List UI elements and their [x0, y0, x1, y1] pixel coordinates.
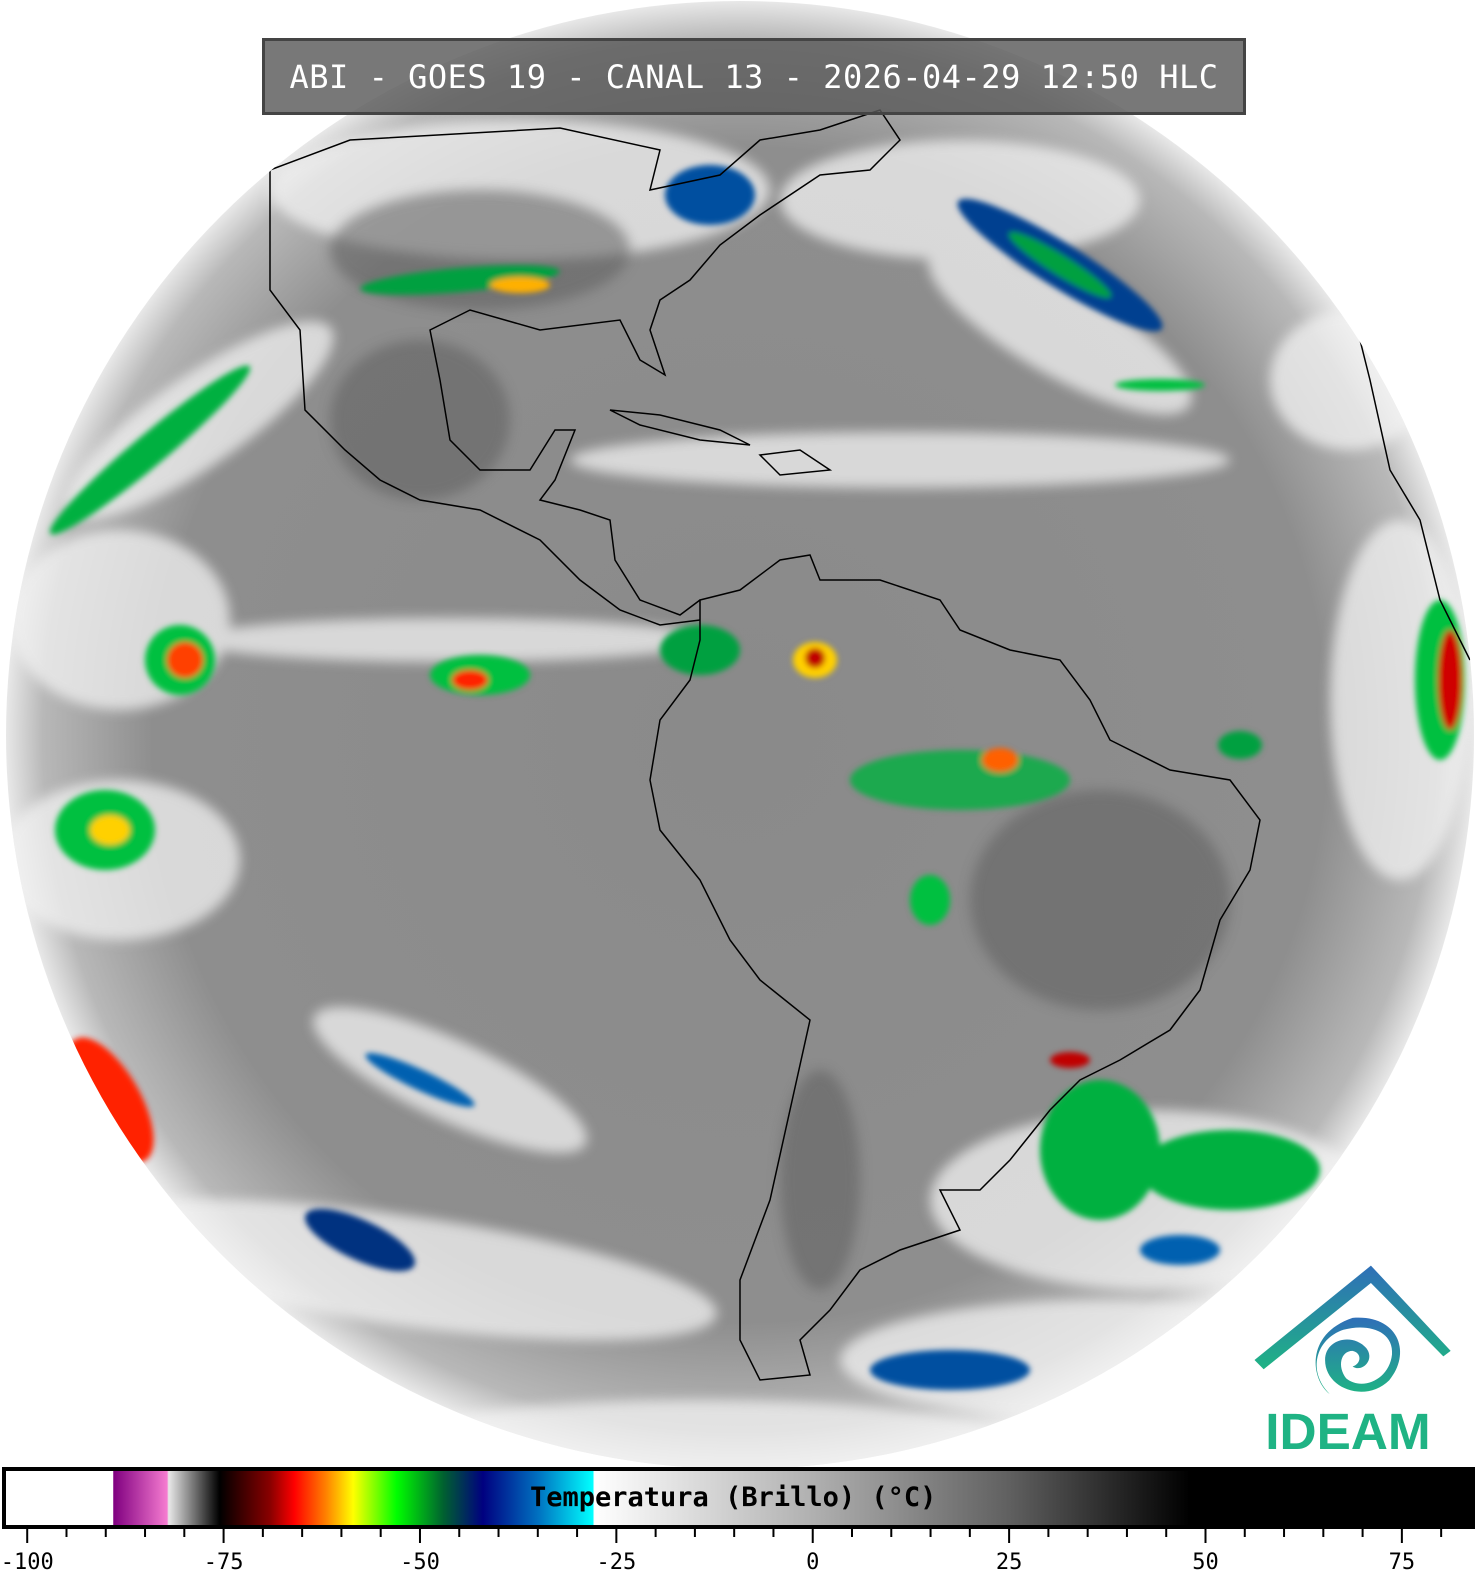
convective-cells	[49, 165, 1465, 1390]
coastlines	[269, 109, 1471, 1381]
ideam-logo: IDEAM	[1254, 1265, 1451, 1460]
colorbar-axis: -100 -75 -50 -25 0 25 50 75	[1, 1529, 1443, 1575]
tick-label: 75	[1389, 1550, 1416, 1575]
satellite-earth-disc	[6, 1, 1474, 1469]
tick-label: -50	[400, 1550, 440, 1575]
svg-text:IDEAM: IDEAM	[1265, 1403, 1430, 1460]
tick-label: -75	[204, 1550, 244, 1575]
temperature-colorbar	[2, 1467, 1475, 1529]
tick-label: 25	[996, 1550, 1023, 1575]
tick-label: 0	[806, 1550, 819, 1575]
colorbar-label: Temperatura (Brillo) (°C)	[530, 1482, 937, 1513]
tick-label: 50	[1192, 1550, 1219, 1575]
image-title: ABI - GOES 19 - CANAL 13 - 2026-04-29 12…	[289, 57, 1219, 96]
tick-label: -25	[596, 1550, 636, 1575]
title-banner: ABI - GOES 19 - CANAL 13 - 2026-04-29 12…	[262, 38, 1246, 115]
tick-label: -100	[1, 1550, 54, 1575]
